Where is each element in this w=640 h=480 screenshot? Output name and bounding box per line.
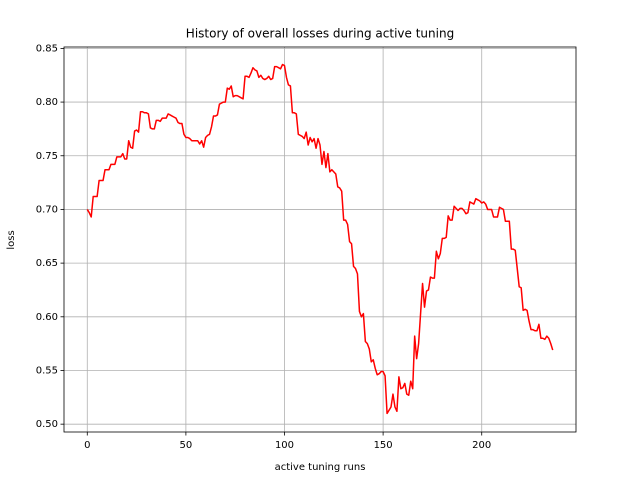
y-axis-label: loss	[6, 230, 17, 249]
y-tick-label: 0.60	[36, 312, 58, 323]
y-tick-label: 0.55	[36, 365, 58, 376]
x-tick-label: 100	[275, 440, 294, 451]
axes-frame	[63, 46, 577, 433]
x-tick-label: 150	[374, 440, 393, 451]
y-tick-label: 0.70	[36, 204, 58, 215]
x-tick-label: 200	[472, 440, 491, 451]
y-tick-label: 0.80	[36, 97, 58, 108]
y-tick-label: 0.50	[36, 419, 58, 430]
x-axis-label: active tuning runs	[275, 462, 366, 473]
x-tick-label: 0	[84, 440, 90, 451]
chart-title: History of overall losses during active …	[186, 27, 454, 41]
loss-line	[86, 63, 554, 415]
y-tick-label: 0.65	[36, 258, 58, 269]
x-tick-label: 50	[180, 440, 193, 451]
y-tick-label: 0.75	[36, 151, 58, 162]
y-tick-label: 0.85	[36, 43, 58, 54]
